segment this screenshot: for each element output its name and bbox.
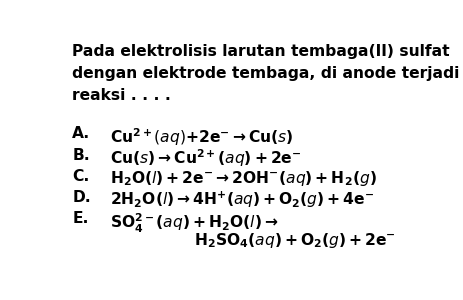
Text: $\bf{H_2SO_4(}$$\it{aq}$$\bf{) + O_2(}$$\it{g}$$\bf{) + 2e^{-}}$: $\bf{H_2SO_4(}$$\it{aq}$$\bf{) + O_2(}$$… — [194, 231, 396, 250]
Text: B.: B. — [72, 148, 90, 163]
Text: D.: D. — [72, 190, 91, 205]
Text: $\bf{Cu(}$$\it{s}$$\bf{) \rightarrow Cu^{2+}(}$$\it{aq}$$\bf{) + 2e^{-}}$: $\bf{Cu(}$$\it{s}$$\bf{) \rightarrow Cu^… — [110, 148, 301, 169]
Text: $\bf{Cu^{2+}}$$\it{(aq)}$$\bf{ + 2e^{-} \rightarrow Cu(}$$\it{s}$$\bf{)}$: $\bf{Cu^{2+}}$$\it{(aq)}$$\bf{ + 2e^{-} … — [110, 126, 294, 148]
Text: $\bf{H_2O(}$$\it{l}$$\bf{) + 2e^{-} \rightarrow 2OH^{-}(}$$\it{aq}$$\bf{) + H_2(: $\bf{H_2O(}$$\it{l}$$\bf{) + 2e^{-} \rig… — [110, 169, 377, 188]
Text: A.: A. — [72, 126, 90, 141]
Text: dengan elektrode tembaga, di anode terjadi: dengan elektrode tembaga, di anode terja… — [72, 66, 460, 81]
Text: $\bf{2H_2O(}$$\it{l}$$\bf{) \rightarrow 4H^{+}(}$$\it{aq}$$\bf{) + O_2(}$$\it{g}: $\bf{2H_2O(}$$\it{l}$$\bf{) \rightarrow … — [110, 190, 374, 211]
Text: reaksi . . . .: reaksi . . . . — [72, 88, 171, 103]
Text: $\bf{SO_4^{2-}(}$$\it{aq}$$\bf{) + H_2O(}$$\it{l}$$\bf{) \rightarrow}$: $\bf{SO_4^{2-}(}$$\it{aq}$$\bf{) + H_2O(… — [110, 212, 278, 235]
Text: Pada elektrolisis larutan tembaga(II) sulfat: Pada elektrolisis larutan tembaga(II) su… — [72, 44, 450, 59]
Text: E.: E. — [72, 212, 89, 226]
Text: C.: C. — [72, 169, 90, 184]
